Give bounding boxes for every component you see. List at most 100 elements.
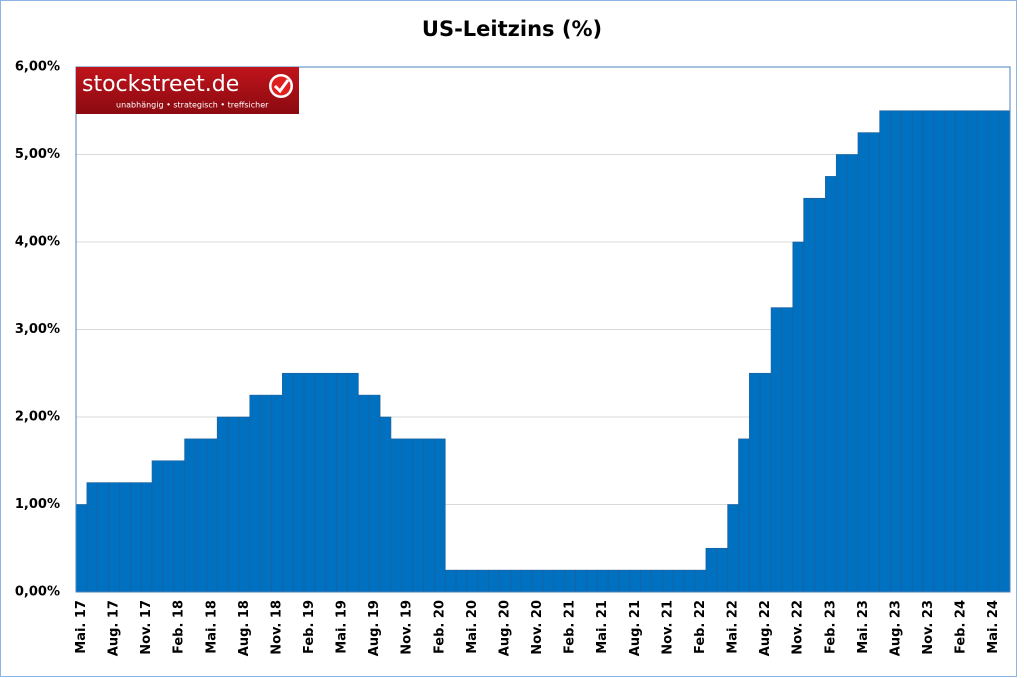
bar [238,416,251,593]
bar [846,154,859,593]
bar [673,569,685,593]
bar [108,482,120,593]
bar [86,482,99,593]
x-tick-label: Feb. 19 [302,600,317,654]
bar [477,569,489,593]
x-tick-label: Nov. 17 [139,600,154,655]
bar [466,569,479,593]
bar [130,482,142,593]
bar [575,569,587,593]
x-tick-label: Feb. 24 [954,600,969,654]
bar [314,372,327,593]
bar [868,132,880,593]
bar [814,197,826,593]
bar [922,110,935,593]
bar [206,438,218,593]
bar [944,110,956,593]
logo-icon [271,76,291,96]
y-tick-label: 2,00% [15,410,60,425]
bar [553,569,566,593]
bar [292,372,305,593]
bar [249,394,261,593]
bar [890,110,902,593]
x-tick-label: Mai. 21 [595,600,610,654]
bar [488,569,500,593]
x-tick-label: Feb. 20 [432,600,447,654]
bar [444,569,457,593]
bar [455,569,468,593]
x-tick-label: Aug. 21 [628,600,643,656]
bar [879,110,891,593]
bar [216,416,229,593]
bar [781,307,794,593]
bar [966,110,978,593]
x-tick-label: Nov. 21 [660,600,675,655]
bar [835,154,848,593]
bar [520,569,533,593]
bar [368,394,381,593]
bar [542,569,555,593]
x-tick-label: Mai. 17 [74,600,89,654]
bar [499,569,511,593]
bar [955,110,967,593]
bar [901,110,913,593]
bar [716,547,728,593]
bar [162,460,175,593]
x-tick-label: Feb. 21 [563,600,578,654]
logo-tagline: unabhängig • strategisch • treffsicher [116,101,269,110]
bar [803,197,815,593]
bar [564,569,576,593]
bar [825,176,837,593]
x-tick-label: Aug. 20 [497,600,512,656]
bar [911,110,924,593]
bar [586,569,598,593]
x-tick-label: Nov. 19 [400,600,415,655]
bar [749,372,761,593]
x-tick-label: Aug. 23 [888,600,903,656]
bar [423,438,435,593]
plot-border [75,66,1011,593]
logo-box [76,67,299,114]
bar [792,241,804,593]
bar [977,110,989,593]
y-tick-label: 0,00% [15,585,60,600]
x-tick-label: Feb. 18 [172,600,187,654]
x-tick-label: Aug. 18 [237,600,252,656]
bar [629,569,642,593]
bar [336,372,348,593]
bar [987,110,1000,593]
bar [683,569,696,593]
bar [770,307,783,593]
bar [75,504,88,593]
bar [727,504,739,593]
bar [184,438,196,593]
bar [401,438,413,593]
x-tick-label: Feb. 23 [823,600,838,654]
bar [358,394,370,593]
x-tick-label: Mai. 22 [726,600,741,654]
logo-check [273,79,290,94]
bar [282,372,294,593]
bar [119,482,131,593]
bar [347,372,359,593]
y-tick-label: 3,00% [15,322,60,337]
x-tick-label: Nov. 20 [530,600,545,655]
bar [260,394,272,593]
y-tick-label: 6,00% [15,60,60,75]
logo-name: stockstreet.de [82,72,239,97]
bar [271,394,283,593]
y-tick-label: 5,00% [15,147,60,162]
bar [97,482,109,593]
bar [531,569,544,593]
bar [705,547,718,593]
bar [140,482,153,593]
bar [510,569,522,593]
bar [662,569,674,593]
bar [303,372,316,593]
x-tick-label: Nov. 23 [921,600,936,655]
x-tick-label: Aug. 19 [367,600,382,656]
x-tick-label: Aug. 17 [107,600,122,656]
bar [325,372,337,593]
x-tick-label: Nov. 18 [269,600,284,655]
x-tick-label: Mai. 23 [856,600,871,654]
